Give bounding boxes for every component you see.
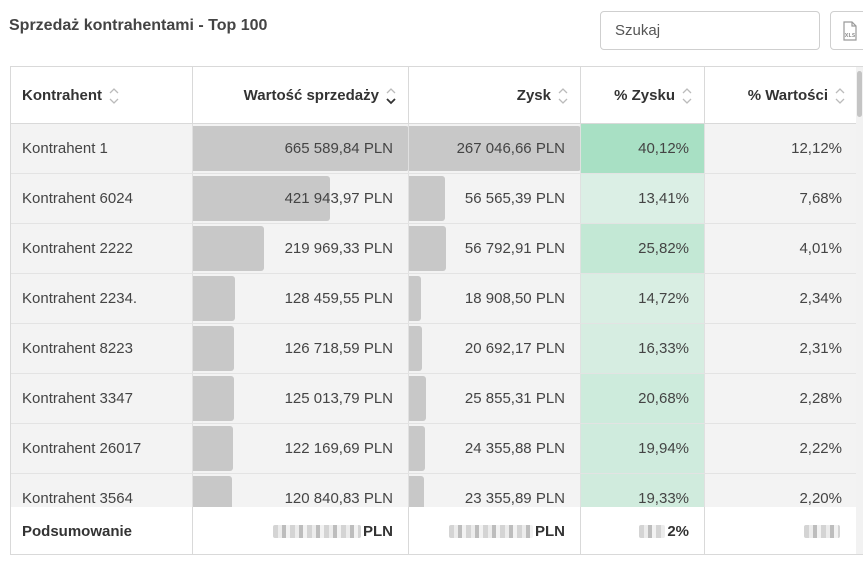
vertical-scrollbar[interactable] bbox=[856, 67, 863, 554]
table-footer: Podsumowanie PLN PLN 2% bbox=[11, 507, 857, 554]
cell-procent-zysku: 25,82% bbox=[581, 224, 705, 273]
value-bar bbox=[193, 326, 234, 371]
cell-procent-wartosci: 4,01% bbox=[799, 240, 842, 257]
value-bar bbox=[193, 126, 408, 171]
cell-procent-zysku: 13,41% bbox=[581, 174, 705, 223]
cell-kontrahent: Kontrahent 2222 bbox=[11, 224, 193, 273]
column-header-wartosc-sprzedazy[interactable]: Wartość sprzedaży bbox=[193, 67, 409, 124]
column-header-zysk[interactable]: Zysk bbox=[409, 67, 581, 124]
cell-procent-zysku: 16,33% bbox=[581, 324, 705, 373]
table-header: Kontrahent Wartość sprzedaży Zysk % Zysk… bbox=[11, 67, 857, 124]
redacted-value bbox=[273, 524, 361, 538]
cell-procent-wartosci: 2,34% bbox=[799, 290, 842, 307]
cell-wartosc-sprzedazy: 219 969,33 PLN bbox=[193, 224, 409, 273]
scrollbar-thumb[interactable] bbox=[857, 71, 862, 117]
page-title: Sprzedaż kontrahentami - Top 100 bbox=[9, 17, 268, 34]
cell-wartosc-sprzedazy: 421 943,97 PLN bbox=[193, 174, 409, 223]
export-xls-button[interactable]: XLS bbox=[830, 11, 863, 50]
profit-bar bbox=[409, 126, 580, 171]
profit-bar bbox=[409, 226, 446, 271]
cell-procent-wartosci: 7,68% bbox=[799, 190, 842, 207]
cell-zysk: 56 792,91 PLN bbox=[409, 224, 581, 273]
cell-zysk: 267 046,66 PLN bbox=[409, 124, 581, 173]
cell-wartosc-sprzedazy: 126 718,59 PLN bbox=[193, 324, 409, 373]
redacted-value bbox=[449, 524, 533, 538]
xls-label: XLS bbox=[845, 33, 856, 39]
cell-procent-zysku: 19,94% bbox=[581, 424, 705, 473]
table-row[interactable]: Kontrahent 1 665 589,84 PLN 267 046,66 PLN… bbox=[11, 124, 857, 174]
cell-procent-zysku: 19,33% bbox=[581, 474, 705, 507]
value-bar bbox=[193, 226, 264, 271]
footer-label: Podsumowanie bbox=[11, 507, 193, 554]
cell-kontrahent: Kontrahent 8223 bbox=[11, 324, 193, 373]
profit-bar bbox=[409, 276, 421, 321]
cell-zysk: 18 908,50 PLN bbox=[409, 274, 581, 323]
redacted-value bbox=[804, 524, 840, 538]
sales-table: Kontrahent Wartość sprzedaży Zysk % Zysk… bbox=[10, 66, 863, 555]
value-bar bbox=[193, 276, 235, 321]
cell-kontrahent: Kontrahent 2234. bbox=[11, 274, 193, 323]
column-header-kontrahent[interactable]: Kontrahent bbox=[11, 67, 193, 124]
cell-procent-zysku: 20,68% bbox=[581, 374, 705, 423]
value-bar bbox=[193, 476, 232, 507]
cell-wartosc-sprzedazy: 122 169,69 PLN bbox=[193, 424, 409, 473]
profit-bar bbox=[409, 376, 426, 421]
sort-icon bbox=[109, 87, 119, 104]
footer-total-value: PLN bbox=[193, 507, 409, 554]
table-row[interactable]: Kontrahent 26017 122 169,69 PLN 24 355,88 … bbox=[11, 424, 857, 474]
table-body: Kontrahent 1 665 589,84 PLN 267 046,66 PLN… bbox=[11, 124, 857, 507]
redacted-value bbox=[639, 524, 666, 538]
cell-procent-zysku: 40,12% bbox=[581, 124, 705, 173]
profit-bar bbox=[409, 176, 445, 221]
table-row[interactable]: Kontrahent 6024 421 943,97 PLN 56 565,39 P… bbox=[11, 174, 857, 224]
cell-zysk: 56 565,39 PLN bbox=[409, 174, 581, 223]
cell-procent-wartosci: 2,28% bbox=[799, 390, 842, 407]
cell-zysk: 20 692,17 PLN bbox=[409, 324, 581, 373]
cell-kontrahent: Kontrahent 3564 bbox=[11, 474, 193, 507]
xls-file-icon: XLS bbox=[843, 20, 857, 41]
cell-procent-zysku: 14,72% bbox=[581, 274, 705, 323]
cell-wartosc-sprzedazy: 128 459,55 PLN bbox=[193, 274, 409, 323]
cell-procent-wartosci: 2,31% bbox=[799, 340, 842, 357]
sort-icon bbox=[835, 87, 845, 104]
value-bar bbox=[193, 426, 233, 471]
footer-total-profit: PLN bbox=[409, 507, 581, 554]
cell-procent-wartosci: 2,20% bbox=[799, 490, 842, 507]
profit-bar bbox=[409, 326, 422, 371]
cell-kontrahent: Kontrahent 3347 bbox=[11, 374, 193, 423]
table-row[interactable]: Kontrahent 3347 125 013,79 PLN 25 855,31 P… bbox=[11, 374, 857, 424]
cell-kontrahent: Kontrahent 26017 bbox=[11, 424, 193, 473]
table-row[interactable]: Kontrahent 8223 126 718,59 PLN 20 692,17 P… bbox=[11, 324, 857, 374]
cell-zysk: 25 855,31 PLN bbox=[409, 374, 581, 423]
cell-kontrahent: Kontrahent 6024 bbox=[11, 174, 193, 223]
cell-procent-wartosci: 12,12% bbox=[791, 140, 842, 157]
column-header-procent-wartosci[interactable]: % Wartości bbox=[705, 67, 857, 124]
cell-kontrahent: Kontrahent 1 bbox=[11, 124, 193, 173]
sort-icon bbox=[558, 87, 568, 104]
table-row[interactable]: Kontrahent 2234. 128 459,55 PLN 18 908,50 … bbox=[11, 274, 857, 324]
cell-zysk: 24 355,88 PLN bbox=[409, 424, 581, 473]
cell-procent-wartosci: 2,22% bbox=[799, 440, 842, 457]
value-bar bbox=[193, 376, 234, 421]
value-bar bbox=[193, 176, 330, 221]
search-input[interactable] bbox=[600, 11, 820, 50]
sort-icon bbox=[682, 87, 692, 104]
table-row[interactable]: Kontrahent 3564 120 840,83 PLN 23 355,89 P… bbox=[11, 474, 857, 507]
footer-value-pct bbox=[705, 507, 857, 554]
cell-wartosc-sprzedazy: 665 589,84 PLN bbox=[193, 124, 409, 173]
footer-profit-pct: 2% bbox=[581, 507, 705, 554]
cell-zysk: 23 355,89 PLN bbox=[409, 474, 581, 507]
cell-wartosc-sprzedazy: 125 013,79 PLN bbox=[193, 374, 409, 423]
table-row[interactable]: Kontrahent 2222 219 969,33 PLN 56 792,91 P… bbox=[11, 224, 857, 274]
sort-desc-icon bbox=[386, 87, 396, 104]
column-header-procent-zysku[interactable]: % Zysku bbox=[581, 67, 705, 124]
profit-bar bbox=[409, 476, 424, 507]
cell-wartosc-sprzedazy: 120 840,83 PLN bbox=[193, 474, 409, 507]
profit-bar bbox=[409, 426, 425, 471]
